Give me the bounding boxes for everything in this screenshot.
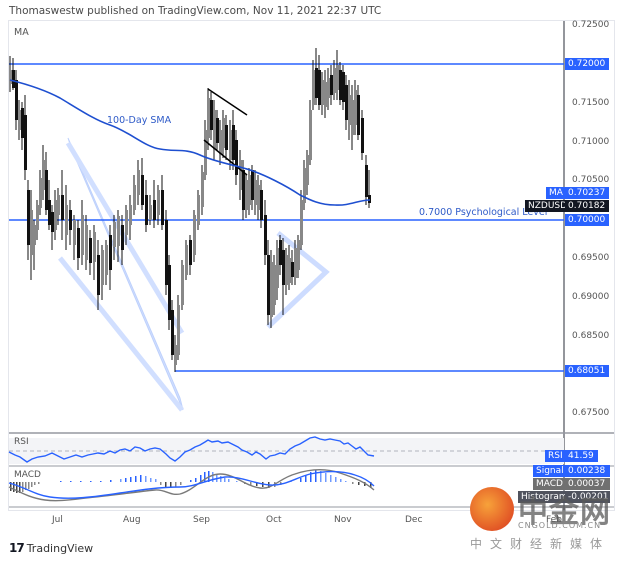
descending-channel[interactable] — [58, 137, 185, 412]
sma-100-line[interactable] — [9, 79, 371, 206]
price-tick: 0.71500 — [572, 98, 610, 108]
cngold-domain: CNGOLD.COM.CN — [518, 521, 602, 530]
cngold-title: 中金网 — [518, 495, 611, 530]
rsi-value-tag: 41.59 — [565, 450, 598, 462]
triangle-pattern[interactable] — [266, 231, 330, 329]
price-tick: 0.72500 — [572, 20, 610, 30]
resistance-price-tag: 0.72000 — [565, 58, 609, 70]
macd-legend[interactable]: MACD — [14, 470, 41, 480]
psych-price-tag: 0.70000 — [565, 214, 609, 226]
signal-line[interactable] — [8, 470, 375, 499]
ma-price-tag: 0.70237 — [565, 187, 609, 199]
histogram-value-tag: -0.00201 — [565, 491, 610, 503]
price-tick: 0.70500 — [572, 175, 610, 185]
sma-annotation[interactable]: 100-Day SMA — [107, 115, 172, 126]
ma-tag-label: MA — [546, 187, 565, 199]
flag-upper-line[interactable] — [207, 88, 248, 116]
macd-tag-label: MACD — [533, 478, 565, 490]
time-tick-dec: Dec — [405, 515, 423, 525]
price-tick: 0.67500 — [572, 408, 610, 418]
time-tick-aug: Aug — [123, 515, 141, 525]
rsi-line[interactable] — [8, 436, 375, 463]
published-line: Thomaswestw published on TradingView.com… — [9, 5, 382, 17]
flag-lower-line[interactable] — [203, 139, 248, 176]
time-tick-sep: Sep — [193, 515, 210, 525]
rsi-tag-label: RSI — [545, 450, 565, 462]
macd-value-tag: 0.00037 — [565, 478, 610, 490]
cngold-tagline: 中文财经新媒体 — [470, 537, 611, 551]
time-tick-nov: Nov — [334, 515, 352, 525]
time-tick-jul: Jul — [52, 515, 63, 525]
symbol-price-tag: 0.70182 — [565, 200, 609, 212]
main-pane-legend[interactable]: MA — [14, 27, 29, 38]
tradingview-mark-icon: 17 — [9, 541, 25, 555]
macd-line[interactable] — [8, 469, 375, 502]
price-tick: 0.69000 — [572, 292, 610, 302]
tradingview-logo[interactable]: 17 TradingView — [9, 541, 93, 555]
candlesticks — [9, 48, 371, 372]
time-tick-feb: Feb — [546, 515, 562, 525]
support-price-tag: 0.68051 — [565, 365, 609, 377]
signal-value-tag: 0.00238 — [565, 465, 610, 477]
psych-level-annotation[interactable]: 0.7000 Psychological Level — [419, 207, 548, 218]
rsi-legend[interactable]: RSI — [14, 437, 29, 447]
price-tick: 0.68500 — [572, 331, 610, 341]
time-tick-oct: Oct — [266, 515, 282, 525]
symbol-tag-label: NZDUSD — [525, 200, 567, 212]
cngold-watermark: 中金网 CNGOLD.COM.CN 中文财经新媒体 — [470, 485, 620, 555]
signal-tag-label: Signal — [533, 465, 565, 477]
price-tick: 0.71000 — [572, 137, 610, 147]
cngold-logo-icon — [470, 487, 514, 531]
tradingview-brand: TradingView — [26, 541, 94, 555]
price-tick: 0.69500 — [572, 253, 610, 263]
histogram-tag-label: Histogram — [518, 491, 568, 503]
